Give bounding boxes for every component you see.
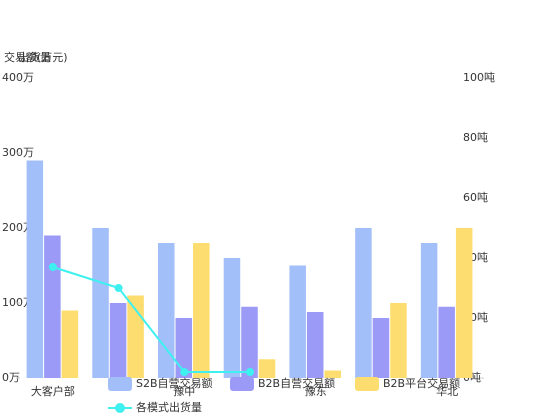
legend-swatch	[108, 377, 132, 391]
bar	[241, 306, 258, 378]
bar	[324, 370, 341, 378]
line-point	[114, 284, 123, 292]
bar	[289, 265, 306, 378]
line	[52, 266, 250, 373]
bar	[390, 303, 407, 378]
line-point	[48, 263, 57, 271]
bar	[306, 312, 324, 378]
bar	[109, 303, 127, 378]
y2-tick-label: 80吨	[463, 131, 488, 144]
bar	[92, 228, 109, 378]
bar	[258, 359, 276, 378]
bar	[420, 243, 438, 378]
bar	[26, 160, 44, 378]
y-tick-label: 0万	[2, 371, 20, 384]
y2-axis-title: 出货量	[18, 50, 51, 64]
x-tick-label: 豫东	[305, 385, 327, 398]
y2-tick-label: 60吨	[463, 191, 488, 204]
bar	[223, 258, 241, 378]
legend-label: B2B平台交易额	[383, 376, 460, 390]
line-point	[246, 368, 254, 376]
legend-swatch	[230, 377, 254, 391]
legend-label: 各模式出货量	[136, 400, 202, 414]
x-tick-label: 大客户部	[31, 384, 75, 398]
bar	[61, 310, 79, 378]
bar	[355, 228, 372, 378]
bar	[175, 318, 193, 378]
legend-label: S2B自营交易额	[136, 376, 213, 390]
bar	[372, 318, 390, 378]
legend-swatch	[355, 377, 379, 391]
bar	[127, 295, 144, 378]
line-point	[180, 368, 189, 376]
y2-tick-label: 100吨	[463, 71, 495, 84]
x-tick-label: 豫中	[173, 385, 195, 398]
y-axis-title: 交易额(万元)	[4, 50, 68, 64]
legend-swatch	[115, 403, 125, 413]
bar	[438, 306, 455, 378]
bar	[455, 228, 473, 378]
legend-label: B2B自营交易额	[258, 376, 335, 390]
bar	[193, 243, 210, 378]
bar	[44, 235, 61, 378]
x-tick-label: 华北	[436, 384, 458, 398]
